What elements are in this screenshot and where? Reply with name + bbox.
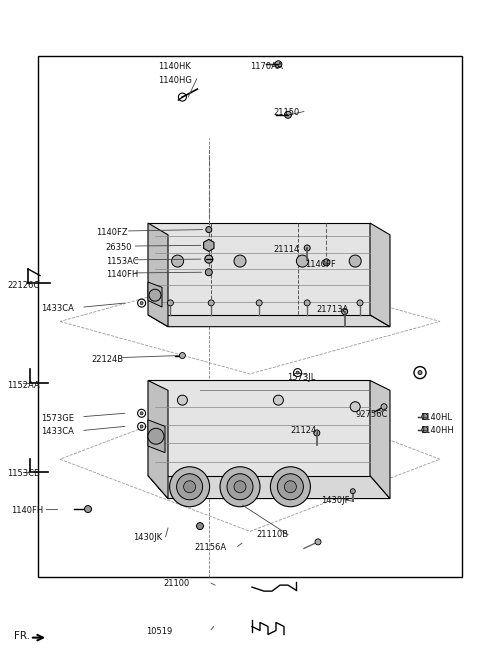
Circle shape — [184, 481, 196, 493]
Circle shape — [149, 289, 161, 301]
Text: 92756C: 92756C — [355, 410, 387, 419]
Circle shape — [357, 300, 363, 306]
Text: 21114: 21114 — [274, 245, 300, 255]
Circle shape — [196, 523, 204, 529]
Circle shape — [234, 255, 246, 267]
Text: 21150: 21150 — [274, 108, 300, 117]
Circle shape — [178, 395, 187, 405]
Polygon shape — [148, 380, 370, 476]
Circle shape — [168, 300, 173, 306]
Text: FR.: FR. — [14, 631, 30, 642]
Text: 1170AA: 1170AA — [250, 62, 282, 72]
Text: 21713A: 21713A — [317, 305, 349, 314]
Circle shape — [227, 474, 253, 500]
Text: 1140HH: 1140HH — [420, 426, 454, 436]
Circle shape — [208, 300, 214, 306]
Circle shape — [140, 302, 143, 304]
Circle shape — [304, 245, 310, 251]
Text: 21124: 21124 — [290, 426, 317, 435]
Circle shape — [296, 255, 308, 267]
Text: 1430JF: 1430JF — [321, 496, 349, 505]
Circle shape — [284, 481, 296, 493]
Text: 1433CA: 1433CA — [41, 427, 74, 436]
Polygon shape — [148, 380, 168, 499]
Circle shape — [206, 226, 212, 233]
Circle shape — [277, 474, 303, 500]
Circle shape — [342, 308, 348, 315]
Polygon shape — [148, 476, 390, 499]
Circle shape — [314, 430, 320, 436]
Circle shape — [285, 112, 291, 118]
Circle shape — [296, 371, 299, 374]
Polygon shape — [148, 223, 168, 327]
Text: 21100: 21100 — [164, 579, 190, 588]
Text: 1153CB: 1153CB — [7, 469, 40, 478]
Text: 1140FH: 1140FH — [11, 506, 43, 515]
Polygon shape — [148, 420, 165, 453]
Circle shape — [140, 425, 143, 428]
Circle shape — [234, 481, 246, 493]
Circle shape — [350, 489, 355, 494]
Text: 21110B: 21110B — [257, 530, 289, 539]
Text: 1573GE: 1573GE — [41, 414, 74, 423]
Text: 22126C: 22126C — [7, 281, 39, 290]
Circle shape — [177, 474, 203, 500]
Bar — [38, 56, 462, 577]
Circle shape — [169, 467, 210, 506]
Polygon shape — [148, 223, 370, 315]
Text: 10519: 10519 — [146, 627, 173, 636]
Circle shape — [148, 428, 164, 444]
Text: 1153AC: 1153AC — [106, 256, 138, 266]
Circle shape — [422, 426, 428, 433]
Circle shape — [256, 300, 262, 306]
Text: 1573JL: 1573JL — [287, 373, 315, 382]
Circle shape — [140, 412, 143, 415]
Circle shape — [304, 300, 310, 306]
Circle shape — [315, 539, 321, 545]
Text: 1140HL: 1140HL — [420, 413, 452, 422]
Polygon shape — [148, 282, 162, 307]
Circle shape — [422, 413, 428, 420]
Circle shape — [220, 467, 260, 506]
Text: 1140FZ: 1140FZ — [96, 228, 128, 237]
Circle shape — [84, 506, 92, 512]
Text: 1140FH: 1140FH — [106, 270, 138, 279]
Polygon shape — [370, 223, 390, 327]
Text: 1140FF: 1140FF — [305, 260, 336, 269]
Text: 1152AA: 1152AA — [7, 380, 40, 390]
Text: 22124B: 22124B — [91, 355, 123, 364]
Text: 1433CA: 1433CA — [41, 304, 74, 313]
Circle shape — [274, 395, 283, 405]
Polygon shape — [370, 380, 390, 499]
Circle shape — [270, 467, 311, 506]
Circle shape — [349, 255, 361, 267]
Circle shape — [205, 269, 212, 276]
Circle shape — [275, 61, 282, 68]
Circle shape — [205, 255, 213, 263]
Circle shape — [350, 401, 360, 412]
Text: 1140HK: 1140HK — [158, 62, 191, 72]
Text: 26350: 26350 — [106, 243, 132, 252]
Circle shape — [172, 255, 184, 267]
Circle shape — [381, 403, 387, 410]
Polygon shape — [204, 239, 214, 251]
Polygon shape — [148, 315, 390, 327]
Text: 21156A: 21156A — [194, 543, 227, 552]
Text: 1140HG: 1140HG — [158, 75, 192, 85]
Circle shape — [180, 352, 185, 359]
Text: 1430JK: 1430JK — [133, 533, 163, 543]
Circle shape — [418, 371, 422, 375]
Circle shape — [323, 259, 330, 266]
